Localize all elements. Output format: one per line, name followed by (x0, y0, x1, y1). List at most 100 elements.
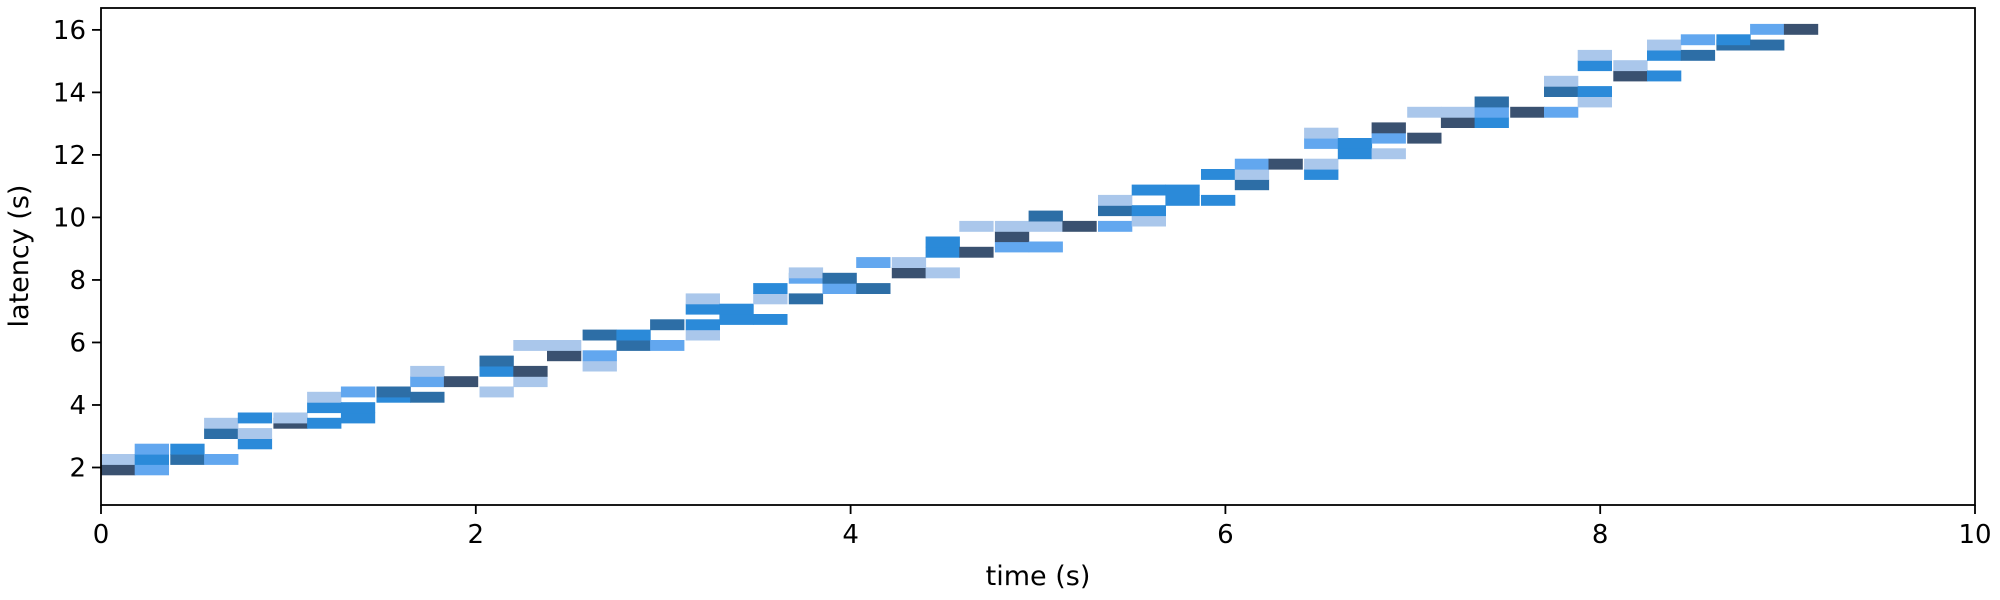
heatmap-cell (1165, 194, 1200, 206)
y-tick-label: 14 (53, 78, 86, 108)
heatmap-cell (307, 391, 342, 403)
heatmap-cell (1304, 127, 1339, 139)
heatmap-cell (1234, 179, 1270, 191)
heatmap-cell (822, 283, 857, 294)
heatmap-cell (788, 293, 824, 305)
heatmap-cell (307, 417, 342, 429)
x-tick-label: 6 (1217, 520, 1234, 550)
heatmap-cell (616, 329, 651, 341)
heatmap-cell (204, 454, 239, 465)
heatmap-cell (1510, 106, 1545, 118)
x-tick-label: 8 (1592, 520, 1609, 550)
heatmap-cell (1577, 49, 1612, 61)
heatmap-cell (891, 257, 927, 268)
y-tick-label: 8 (69, 266, 86, 296)
y-tick-label: 6 (69, 328, 86, 358)
heatmap-cell (1337, 138, 1373, 149)
heatmap-cell (582, 329, 617, 341)
x-tick-label: 4 (842, 520, 859, 550)
heatmap-cell (1544, 106, 1579, 118)
heatmap-cell (1716, 34, 1751, 46)
heatmap-cell (1407, 106, 1442, 118)
heatmap-cell (719, 314, 754, 325)
heatmap-cell (1131, 215, 1166, 227)
heatmap-cell (170, 443, 205, 455)
heatmap-cell (1201, 169, 1236, 180)
heatmap-cell (925, 236, 960, 248)
heatmap-cell (1234, 169, 1270, 180)
heatmap-cell (856, 257, 891, 268)
heatmap-cell (719, 303, 754, 315)
heatmap-cell (685, 293, 720, 305)
heatmap-cell (443, 376, 479, 388)
heatmap-cell (410, 376, 445, 388)
heatmap-cell (547, 340, 582, 351)
y-tick-label: 4 (69, 391, 86, 421)
y-tick-label: 12 (53, 141, 86, 171)
heatmap-cell (1440, 117, 1476, 128)
heatmap-cell (582, 350, 617, 362)
heatmap-cell (479, 386, 514, 398)
heatmap-cell (101, 464, 136, 476)
heatmap-cell (1680, 34, 1716, 46)
heatmap-cell (1613, 70, 1648, 82)
heatmap-cell (273, 412, 308, 424)
heatmap-cell (340, 412, 376, 424)
heatmap-cell (170, 454, 205, 465)
heatmap-cell (1647, 39, 1682, 51)
heatmap-cell (410, 391, 445, 403)
heatmap-cell (994, 241, 1030, 253)
x-tick-label: 10 (1958, 520, 1991, 550)
heatmap-cell (856, 283, 891, 294)
heatmap-cell (340, 402, 376, 414)
heatmap-cell (134, 443, 169, 455)
heatmap-cell (822, 272, 857, 284)
heatmap-cell (1680, 49, 1716, 61)
x-tick-label: 2 (468, 520, 485, 550)
x-tick-label: 0 (93, 520, 110, 550)
heatmap-cell (237, 438, 273, 450)
heatmap-cell (101, 454, 136, 465)
heatmap-cell (1783, 23, 1819, 35)
heatmap-cell (1337, 148, 1373, 160)
heatmap-cell (237, 412, 273, 424)
y-tick-label: 2 (69, 453, 86, 483)
heatmap-cell (1371, 122, 1406, 134)
heatmap-cell (685, 329, 720, 341)
heatmap-cell (1407, 132, 1442, 144)
heatmap-cell (1474, 117, 1509, 128)
y-axis-label: latency (s) (4, 185, 35, 328)
heatmap-cell (753, 283, 788, 294)
heatmap-cell (1098, 194, 1133, 206)
heatmap-cell (1304, 169, 1339, 180)
heatmap-cells (101, 23, 1819, 476)
heatmap-cell (1062, 220, 1097, 232)
heatmap-cell (513, 340, 548, 351)
heatmap-cell (1304, 138, 1339, 149)
heatmap-cell (1750, 39, 1785, 51)
heatmap-cell (376, 386, 411, 398)
heatmap-cell (788, 267, 824, 279)
heatmap-cell (1165, 184, 1200, 196)
heatmap-cell (204, 417, 239, 429)
heatmap-cell (1544, 75, 1579, 87)
heatmap-cell (753, 293, 788, 305)
heatmap-cell (1268, 158, 1303, 170)
heatmap-cell (650, 319, 685, 331)
heatmap-cell (1371, 132, 1406, 144)
heatmap-cell (1098, 220, 1133, 232)
x-axis-label: time (s) (986, 561, 1091, 592)
heatmap-cell (685, 303, 720, 315)
heatmap-cell (685, 319, 720, 331)
heatmap-cell (994, 220, 1030, 232)
heatmap-cell (1371, 148, 1406, 160)
heatmap-cell (1577, 60, 1612, 72)
heatmap-cell (1647, 70, 1682, 82)
heatmap-cell (1131, 184, 1166, 196)
heatmap-cell (134, 454, 169, 465)
heatmap-cell (582, 360, 617, 372)
heatmap-cell (237, 428, 273, 439)
heatmap-cell (513, 365, 548, 377)
heatmap-cell (1028, 220, 1063, 232)
